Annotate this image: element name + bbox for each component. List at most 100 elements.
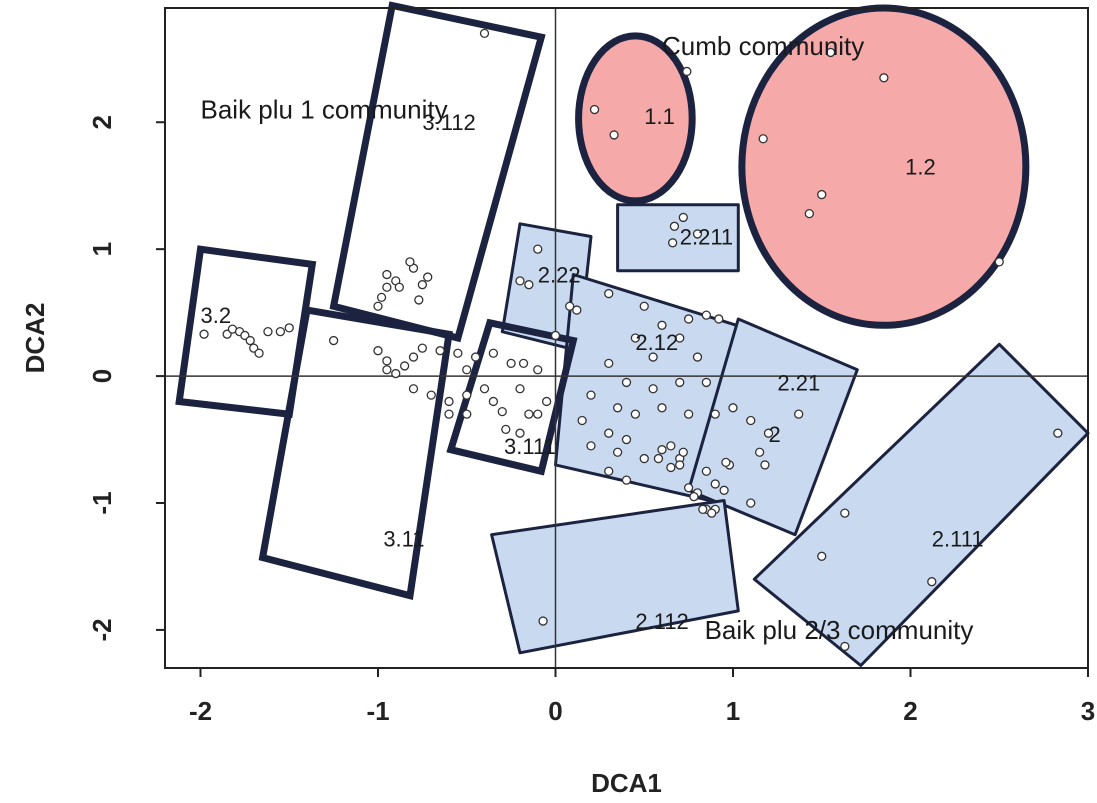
data-point-80 (394, 282, 404, 292)
annotation-3: 2 (769, 422, 781, 447)
data-point-124 (275, 327, 286, 337)
data-point-6 (758, 134, 768, 144)
data-point-1 (682, 66, 692, 77)
data-point-129 (817, 551, 827, 561)
data-point-55 (604, 466, 614, 476)
data-point-53 (675, 460, 685, 470)
data-point-96 (533, 365, 543, 375)
data-point-7 (817, 189, 827, 200)
group-2-112-box (490, 499, 740, 655)
data-point-68 (754, 447, 765, 457)
data-point-79 (414, 295, 424, 305)
data-point-131 (927, 577, 937, 587)
data-point-78 (417, 280, 428, 290)
data-point-72 (746, 498, 756, 508)
data-point-32 (648, 384, 658, 394)
data-point-88 (417, 343, 428, 353)
data-point-45 (612, 447, 623, 457)
data-point-105 (497, 406, 507, 417)
data-point-126 (538, 616, 548, 626)
group-3-112-label: 3.112 (422, 110, 475, 135)
data-point-120 (245, 335, 255, 346)
data-point-104 (488, 396, 499, 407)
data-point-91 (462, 365, 472, 375)
data-point-86 (382, 356, 392, 366)
data-point-29 (648, 352, 658, 362)
data-point-50 (666, 462, 676, 473)
data-point-61 (689, 492, 699, 502)
group-shapes-layer (175, 1, 1090, 667)
x-axis-title: DCA1 (591, 768, 662, 798)
plot-frame (164, 7, 1089, 669)
data-point-17 (565, 301, 575, 311)
data-point-130 (840, 508, 850, 518)
data-point-89 (435, 346, 445, 356)
data-point-40 (710, 409, 720, 419)
data-point-39 (683, 409, 694, 419)
data-point-69 (760, 460, 770, 470)
group-3-2-label: 3.2 (201, 303, 232, 328)
data-point-3 (879, 73, 889, 83)
annotation-1: Baik plu 1 community (201, 95, 448, 125)
data-point-100 (426, 390, 436, 400)
group-2-22-label: 2.22 (538, 263, 581, 288)
group-2-111-label: 2.111 (932, 527, 984, 552)
data-point-112 (444, 409, 454, 419)
y-tick-label-2: 0 (87, 369, 117, 383)
data-point-85 (373, 346, 383, 356)
data-point-11 (669, 221, 680, 231)
data-point-30 (604, 358, 614, 369)
y-tick-label-3: 1 (87, 242, 117, 256)
data-point-70 (794, 409, 804, 419)
group-3-111-label: 3.111 (504, 434, 556, 459)
x-tick-label-0: -2 (189, 696, 212, 726)
y-tick-label-4: 2 (87, 115, 117, 129)
data-point-43 (621, 434, 632, 445)
data-point-22 (657, 320, 667, 330)
data-point-26 (630, 333, 641, 343)
data-point-5 (609, 130, 619, 140)
data-point-23 (683, 314, 694, 324)
data-point-71 (721, 457, 731, 468)
data-point-113 (462, 409, 472, 419)
data-point-10 (678, 212, 688, 223)
group-3-111-box (446, 318, 578, 476)
data-point-107 (524, 409, 534, 419)
data-point-25 (714, 314, 724, 324)
data-point-97 (382, 365, 392, 375)
data-point-103 (479, 384, 490, 394)
x-tick-label-1: -1 (366, 696, 389, 726)
data-point-73 (373, 301, 383, 311)
data-point-49 (666, 441, 676, 451)
data-point-94 (506, 358, 516, 369)
data-point-58 (719, 485, 729, 495)
data-point-128 (707, 508, 717, 518)
data-point-102 (462, 390, 472, 400)
data-point-67 (763, 428, 774, 438)
x-tick-label-5: 3 (1081, 696, 1095, 726)
data-point-93 (488, 348, 499, 358)
group-3-11-label: 3.11 (383, 527, 424, 552)
data-point-38 (657, 403, 667, 413)
data-point-106 (515, 384, 525, 394)
data-point-13 (668, 238, 678, 248)
annotation-0: Cumb community (662, 31, 864, 61)
data-point-46 (639, 453, 649, 464)
data-point-95 (518, 358, 529, 369)
annotations-layer: Cumb community Baik plu 1 community Baik p… (201, 31, 974, 645)
group-1-1-ellipse (575, 32, 696, 205)
data-point-125 (284, 323, 294, 333)
annotation-2: Baik plu 2/3 community (705, 615, 974, 645)
group-2-21-label: 2.21 (777, 370, 820, 395)
data-point-27 (675, 333, 685, 343)
data-point-99 (408, 384, 419, 394)
data-point-81 (382, 269, 392, 280)
data-point-90 (453, 348, 463, 358)
data-point-111 (541, 396, 552, 407)
data-point-34 (701, 377, 712, 388)
data-point-16 (524, 280, 534, 290)
data-point-122 (254, 348, 264, 358)
data-point-24 (701, 310, 712, 320)
x-tick-label-3: 1 (726, 696, 740, 726)
